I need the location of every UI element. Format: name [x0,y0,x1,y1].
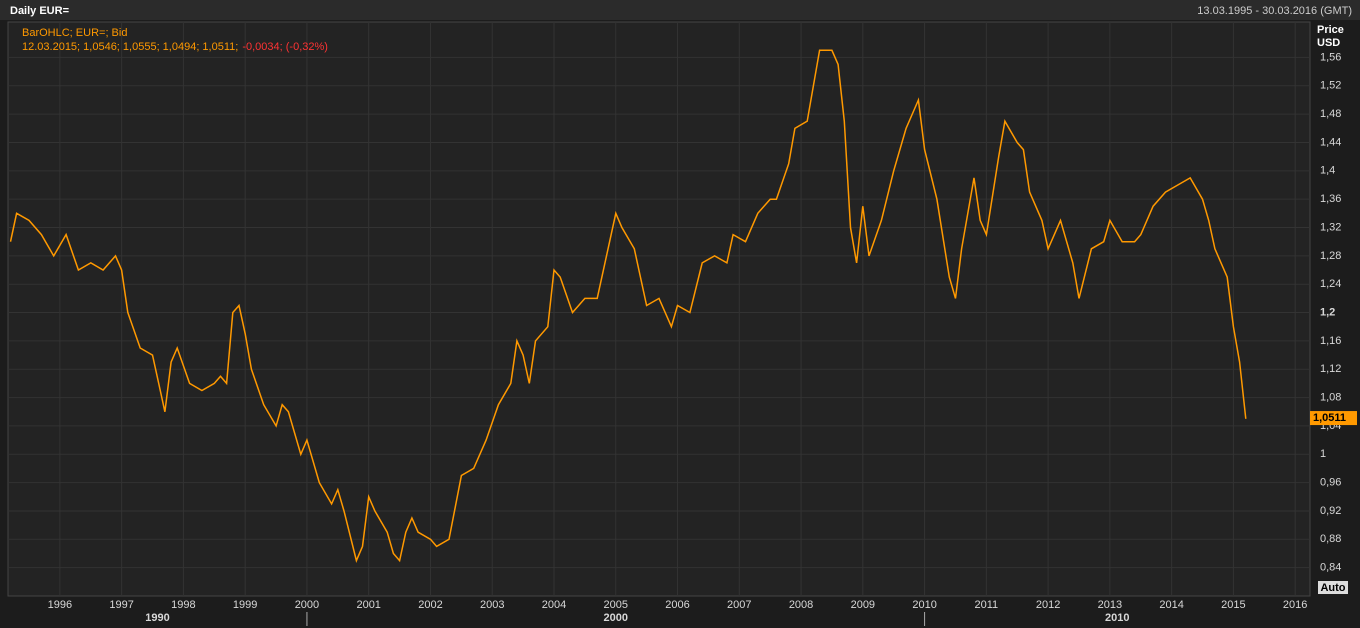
y-title: Price [1317,24,1344,36]
change: -0,0034; (-0,32%) [242,41,328,53]
last-price-box [1310,411,1357,426]
plot [9,49,1247,563]
y-tick-label: 1,28 [1320,250,1341,262]
x-tick-label: 1997 [109,599,133,611]
y-tick-label: 1,08 [1320,391,1341,403]
x-tick-label: 2014 [1159,599,1183,611]
x-tick-label: 1998 [171,599,195,611]
x-tick-label: 2002 [418,599,442,611]
x-tick-label: 2006 [665,599,689,611]
auto-label[interactable]: Auto [1320,582,1345,594]
x-group-label: 2000 [604,612,628,624]
x-tick-label: 2013 [1098,599,1122,611]
auto-button[interactable] [1318,581,1348,594]
header-bar [0,0,1360,20]
y-tick-label: 1,4 [1320,165,1335,177]
x-tick-label: 2012 [1036,599,1060,611]
y-tick-label: 0,88 [1320,533,1341,545]
x-tick-label: 2015 [1221,599,1245,611]
y-tick-label: 0,84 [1320,562,1341,574]
x-tick-label: 2005 [604,599,628,611]
y-tick-label: 1,44 [1320,136,1341,148]
last-price-label: 1,0511 [1313,412,1346,424]
y-tick-label: 0,96 [1320,477,1341,489]
y-unit: USD [1317,37,1340,49]
x-tick-label: 2016 [1283,599,1307,611]
header-title: Daily EUR= [10,5,69,17]
x-tick-label: 2003 [480,599,504,611]
y-tick-label: 1 [1320,448,1326,460]
y-tick-label: 1,16 [1320,335,1341,347]
x-tick-label: 2011 [975,599,999,611]
y-tick-label: 1,2 [1320,306,1335,318]
x-tick-label: 2009 [851,599,875,611]
grid [8,22,1310,596]
price-line [9,49,1247,563]
x-group-label: 2010 [1105,612,1129,624]
info: 12.03.2015; 1,0546; 1,0555; 1,0494; 1,05… [22,41,238,53]
header-range: 13.03.1995 - 30.03.2016 (GMT) [1197,5,1352,17]
y-tick-label: 1,52 [1320,80,1341,92]
legend: BarOHLC; EUR=; Bid [22,27,127,39]
y-tick-label: 1,36 [1320,193,1341,205]
x-tick-label: 2007 [727,599,751,611]
x-tick-label: 2004 [542,599,566,611]
y-tick-label: 1,12 [1320,363,1341,375]
x-tick-label: 2008 [789,599,813,611]
x-tick-label: 1999 [233,599,257,611]
x-tick-label: 1996 [48,599,72,611]
x-group-label: 1990 [145,612,169,624]
y-tick-label: 1,32 [1320,221,1341,233]
y-tick-label: 1,48 [1320,108,1341,120]
x-tick-label: 2010 [912,599,936,611]
y-tick-label: 1,56 [1320,51,1341,63]
x-tick-label: 2000 [295,599,319,611]
y-tick-label: 1,24 [1320,278,1341,290]
plot-area [7,21,1311,597]
x-tick-label: 2001 [356,599,380,611]
y-tick-label: 0,92 [1320,505,1341,517]
